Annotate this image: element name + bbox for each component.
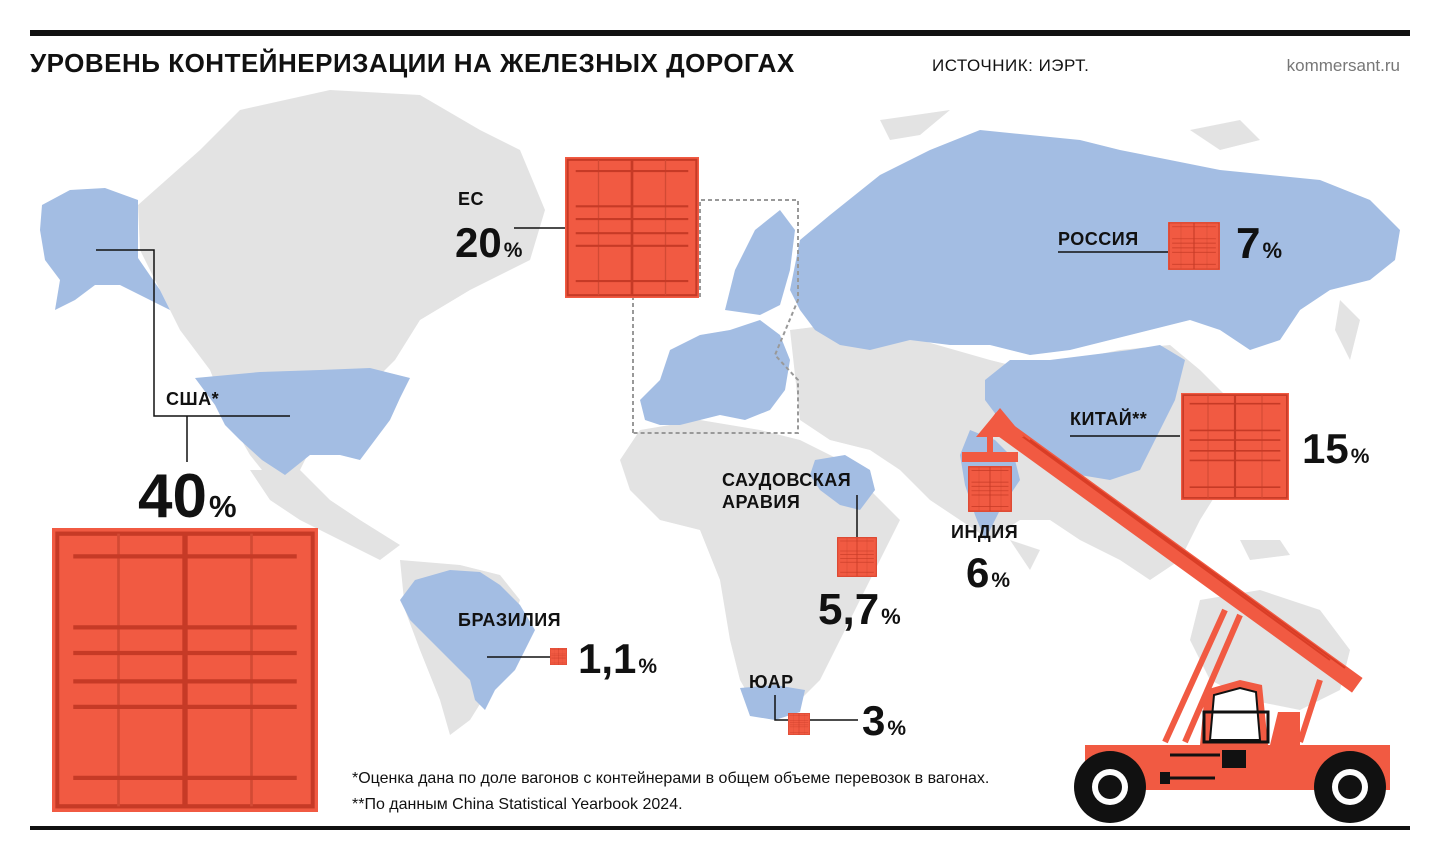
saudi-unit: %	[881, 604, 901, 629]
footnote-1: *Оценка дана по доле вагонов с контейнер…	[352, 770, 990, 787]
eu-value: 20%	[455, 222, 522, 264]
footnote-2: **По данным China Statistical Yearbook 2…	[352, 796, 683, 813]
usa-leader	[96, 249, 290, 417]
india-label: ИНДИЯ	[951, 522, 1019, 542]
south-africa-region	[740, 685, 805, 720]
saudi-value: 5,7%	[818, 588, 901, 632]
container-brazil-icon	[549, 647, 568, 666]
usa-region	[195, 368, 410, 475]
brazil-region	[400, 570, 535, 710]
container-india-icon	[967, 465, 1013, 513]
alaska-region	[40, 188, 170, 310]
russia-number: 7	[1236, 219, 1261, 268]
brazil-number: 1,1	[578, 635, 637, 682]
saudi-label: САУДОВСКАЯ АРАВИЯ	[722, 470, 852, 512]
top-rule	[30, 30, 1410, 36]
usa-label: США*	[166, 389, 220, 409]
brand-link[interactable]: kommersant.ru	[1286, 56, 1400, 75]
eu-unit: %	[503, 239, 523, 262]
eu-region	[640, 320, 790, 425]
russia-unit: %	[1262, 238, 1283, 263]
india-value: 6%	[966, 552, 1010, 594]
brazil-label: БРАЗИЛИЯ	[458, 610, 562, 630]
india-number: 6	[966, 549, 990, 596]
page-title: УРОВЕНЬ КОНТЕЙНЕРИЗАЦИИ НА ЖЕЛЕЗНЫХ ДОРО…	[30, 48, 795, 78]
saudi-number: 5,7	[818, 585, 880, 634]
container-russia-icon	[1167, 221, 1221, 271]
sa-label: ЮАР	[749, 672, 794, 692]
china-label: КИТАЙ**	[1070, 409, 1148, 429]
source-note: ИСТОЧНИК: ИЭРТ.	[932, 56, 1090, 75]
russia-label: РОССИЯ	[1058, 229, 1139, 249]
brazil-value: 1,1%	[578, 638, 657, 680]
eu-label: ЕС	[458, 189, 485, 209]
saudi-region	[810, 455, 875, 510]
china-region	[985, 345, 1185, 480]
china-value: 15%	[1302, 428, 1369, 470]
china-number: 15	[1302, 425, 1349, 472]
scandinavia-region	[725, 210, 795, 315]
sa-value: 3%	[862, 700, 906, 742]
container-saudi-icon	[836, 536, 878, 578]
container-china-icon	[1179, 391, 1291, 502]
sa-leader	[774, 695, 858, 721]
india-unit: %	[991, 569, 1011, 592]
highlight-layer	[40, 130, 1400, 720]
brazil-unit: %	[638, 655, 658, 678]
china-unit: %	[1350, 445, 1370, 468]
reach-stacker-illustration	[962, 408, 1390, 823]
leader-lines	[96, 227, 1180, 721]
footnotes: *Оценка дана по доле вагонов с контейнер…	[352, 766, 989, 818]
usa-unit: %	[208, 489, 237, 524]
container-sa-icon	[787, 712, 811, 736]
russia-region	[790, 130, 1400, 355]
bottom-rule	[30, 826, 1410, 830]
sa-unit: %	[887, 717, 907, 740]
container-usa-icon	[52, 528, 318, 812]
eu-number: 20	[455, 219, 502, 266]
usa-value: 40%	[138, 466, 237, 528]
usa-number: 40	[138, 462, 207, 531]
sa-number: 3	[862, 697, 886, 744]
container-eu-icon	[563, 155, 701, 300]
russia-value: 7%	[1236, 222, 1282, 266]
